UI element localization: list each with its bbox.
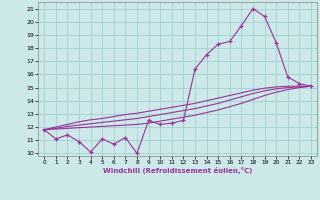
X-axis label: Windchill (Refroidissement éolien,°C): Windchill (Refroidissement éolien,°C) [103,167,252,174]
